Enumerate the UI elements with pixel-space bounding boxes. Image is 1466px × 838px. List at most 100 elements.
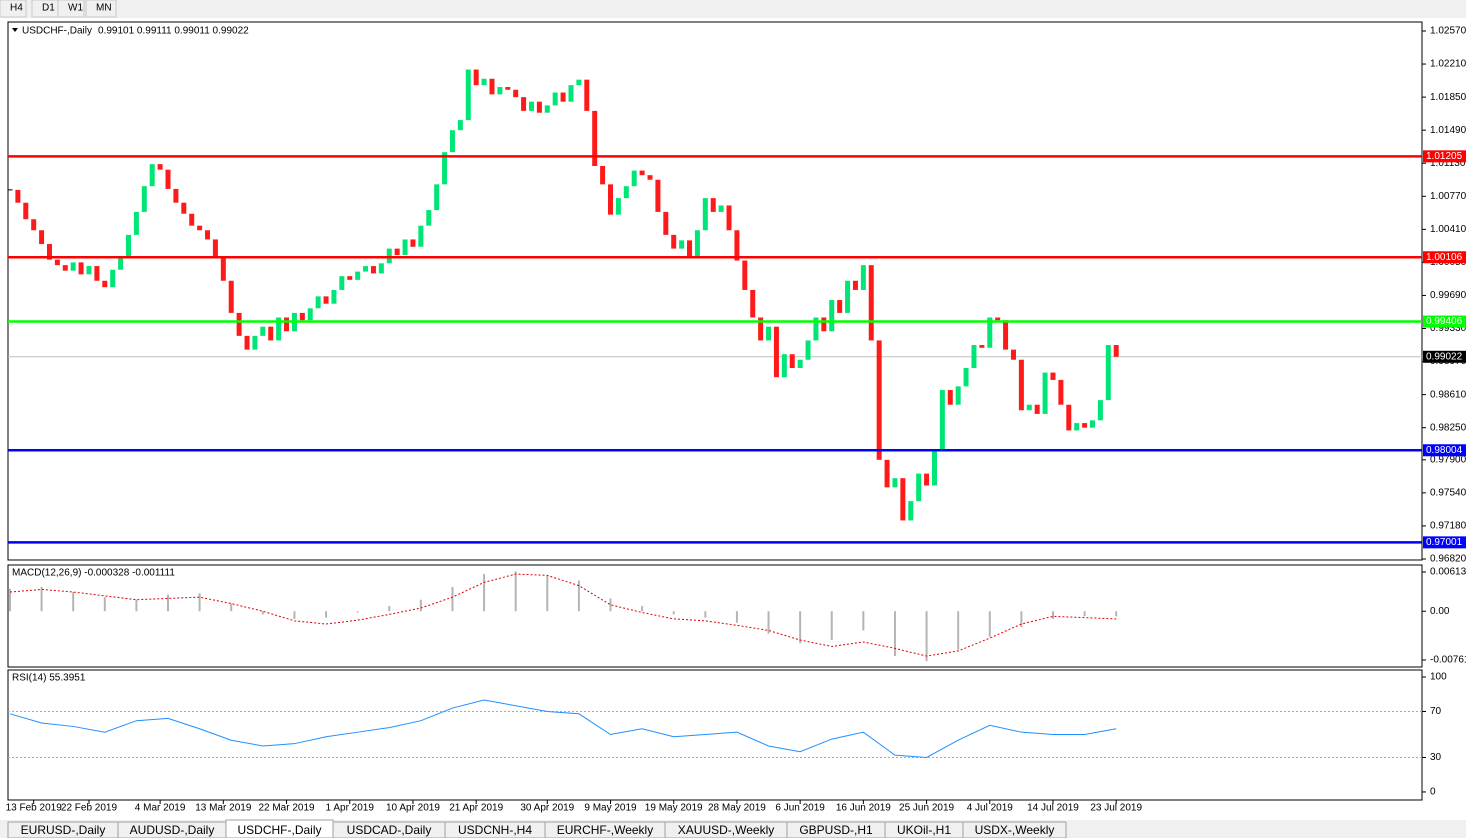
candle (205, 230, 211, 240)
y-tick-label: 0.98250 (1430, 422, 1466, 433)
y-tick-label: 0.99330 (1430, 323, 1466, 334)
x-tick-label: 23 Jul 2019 (1090, 803, 1142, 814)
x-tick-label: 13 Feb 2019 (6, 803, 63, 814)
candle (307, 308, 313, 321)
candle (481, 78, 487, 86)
tab[interactable] (962, 821, 1067, 838)
candle (260, 326, 266, 336)
timeframe-button[interactable] (0, 0, 27, 18)
candle (1066, 404, 1072, 431)
candle (473, 69, 479, 86)
timeframe-label: MN (96, 3, 112, 14)
candle (70, 262, 76, 271)
candle (995, 317, 1001, 321)
candle (742, 260, 748, 290)
y-tick-label: 1.01490 (1430, 125, 1466, 136)
candle (442, 152, 448, 185)
candle (924, 473, 930, 486)
candle (655, 179, 661, 212)
x-tick-label: 30 Apr 2019 (520, 803, 574, 814)
candle (947, 390, 953, 405)
candle (560, 92, 566, 102)
candle (1026, 404, 1032, 411)
candle (955, 386, 961, 405)
symbol-menu-arrow[interactable] (12, 28, 18, 32)
x-tick-label: 28 May 2019 (708, 803, 766, 814)
candle (939, 390, 945, 451)
y-tick-label: 1.00410 (1430, 224, 1466, 235)
candle (46, 244, 52, 260)
candle (78, 262, 84, 275)
candle (536, 101, 542, 113)
candle (347, 276, 353, 280)
candle (173, 188, 179, 203)
candle (979, 345, 985, 348)
panel-frame (7, 564, 1423, 668)
candle (600, 165, 606, 185)
tab-label: GBPUSD-,H1 (799, 823, 873, 837)
candle (544, 105, 550, 113)
x-tick-label: 22 Mar 2019 (258, 803, 315, 814)
candle (623, 186, 629, 199)
last-price-label: 0.99022 (1426, 351, 1463, 362)
y-tick-label: 1.02570 (1430, 26, 1466, 37)
x-tick-label: 19 May 2019 (645, 803, 703, 814)
candle (694, 230, 700, 258)
candle (1097, 400, 1103, 421)
x-tick-label: 10 Apr 2019 (386, 803, 440, 814)
candle (394, 248, 400, 256)
candle (1003, 320, 1009, 350)
x-tick-label: 6 Jun 2019 (775, 803, 825, 814)
candle (734, 230, 740, 261)
y-tick-label: 1.01850 (1430, 92, 1466, 103)
candle (118, 257, 124, 270)
y-tick-label: 1.01130 (1430, 158, 1466, 169)
panel-frame (7, 21, 1423, 561)
x-tick-label: 4 Mar 2019 (135, 803, 186, 814)
candle (805, 340, 811, 360)
timeframe-button[interactable] (57, 0, 85, 18)
y-tick-label: 70 (1430, 706, 1442, 717)
candle (781, 354, 787, 378)
toolbar (0, 0, 1466, 18)
timeframe-label: D1 (42, 3, 55, 14)
y-tick-label: 0.00 (1430, 606, 1450, 617)
candle (892, 478, 898, 488)
candle (323, 296, 329, 304)
candle (220, 257, 226, 281)
indicator-title: MACD(12,26,9) -0.000328 -0.001111 (12, 568, 175, 579)
candle (276, 317, 282, 341)
y-tick-label: 0.99690 (1430, 290, 1466, 301)
tab-label: USDCNH-,H4 (458, 823, 532, 837)
y-tick-label: 0.97180 (1430, 521, 1466, 532)
tab-label: UKOil-,H1 (897, 823, 951, 837)
candle (631, 170, 637, 187)
level-label-box (1423, 150, 1466, 163)
candle (576, 79, 582, 86)
y-tick-label: 0.98610 (1430, 389, 1466, 400)
candle (710, 198, 716, 212)
candle (908, 501, 914, 521)
candle (987, 317, 993, 348)
candle (615, 198, 621, 215)
candle (837, 300, 843, 313)
candle (1050, 372, 1056, 380)
candle (236, 312, 242, 336)
candle (23, 202, 29, 220)
candle (39, 230, 45, 245)
candle (457, 120, 463, 131)
candle (244, 335, 250, 350)
last-price-box (1423, 350, 1466, 363)
candle (149, 164, 155, 187)
candle (1074, 423, 1080, 431)
candle (157, 164, 163, 170)
candle (181, 202, 187, 214)
y-tick-label: 1.02210 (1430, 59, 1466, 70)
x-tick-label: 13 Mar 2019 (195, 803, 252, 814)
timeframe-button[interactable] (85, 0, 117, 18)
candle (1058, 379, 1064, 405)
candle (568, 85, 574, 102)
chart-title: USDCHF-,Daily (22, 26, 92, 37)
level-label: 1.01205 (1426, 151, 1463, 162)
